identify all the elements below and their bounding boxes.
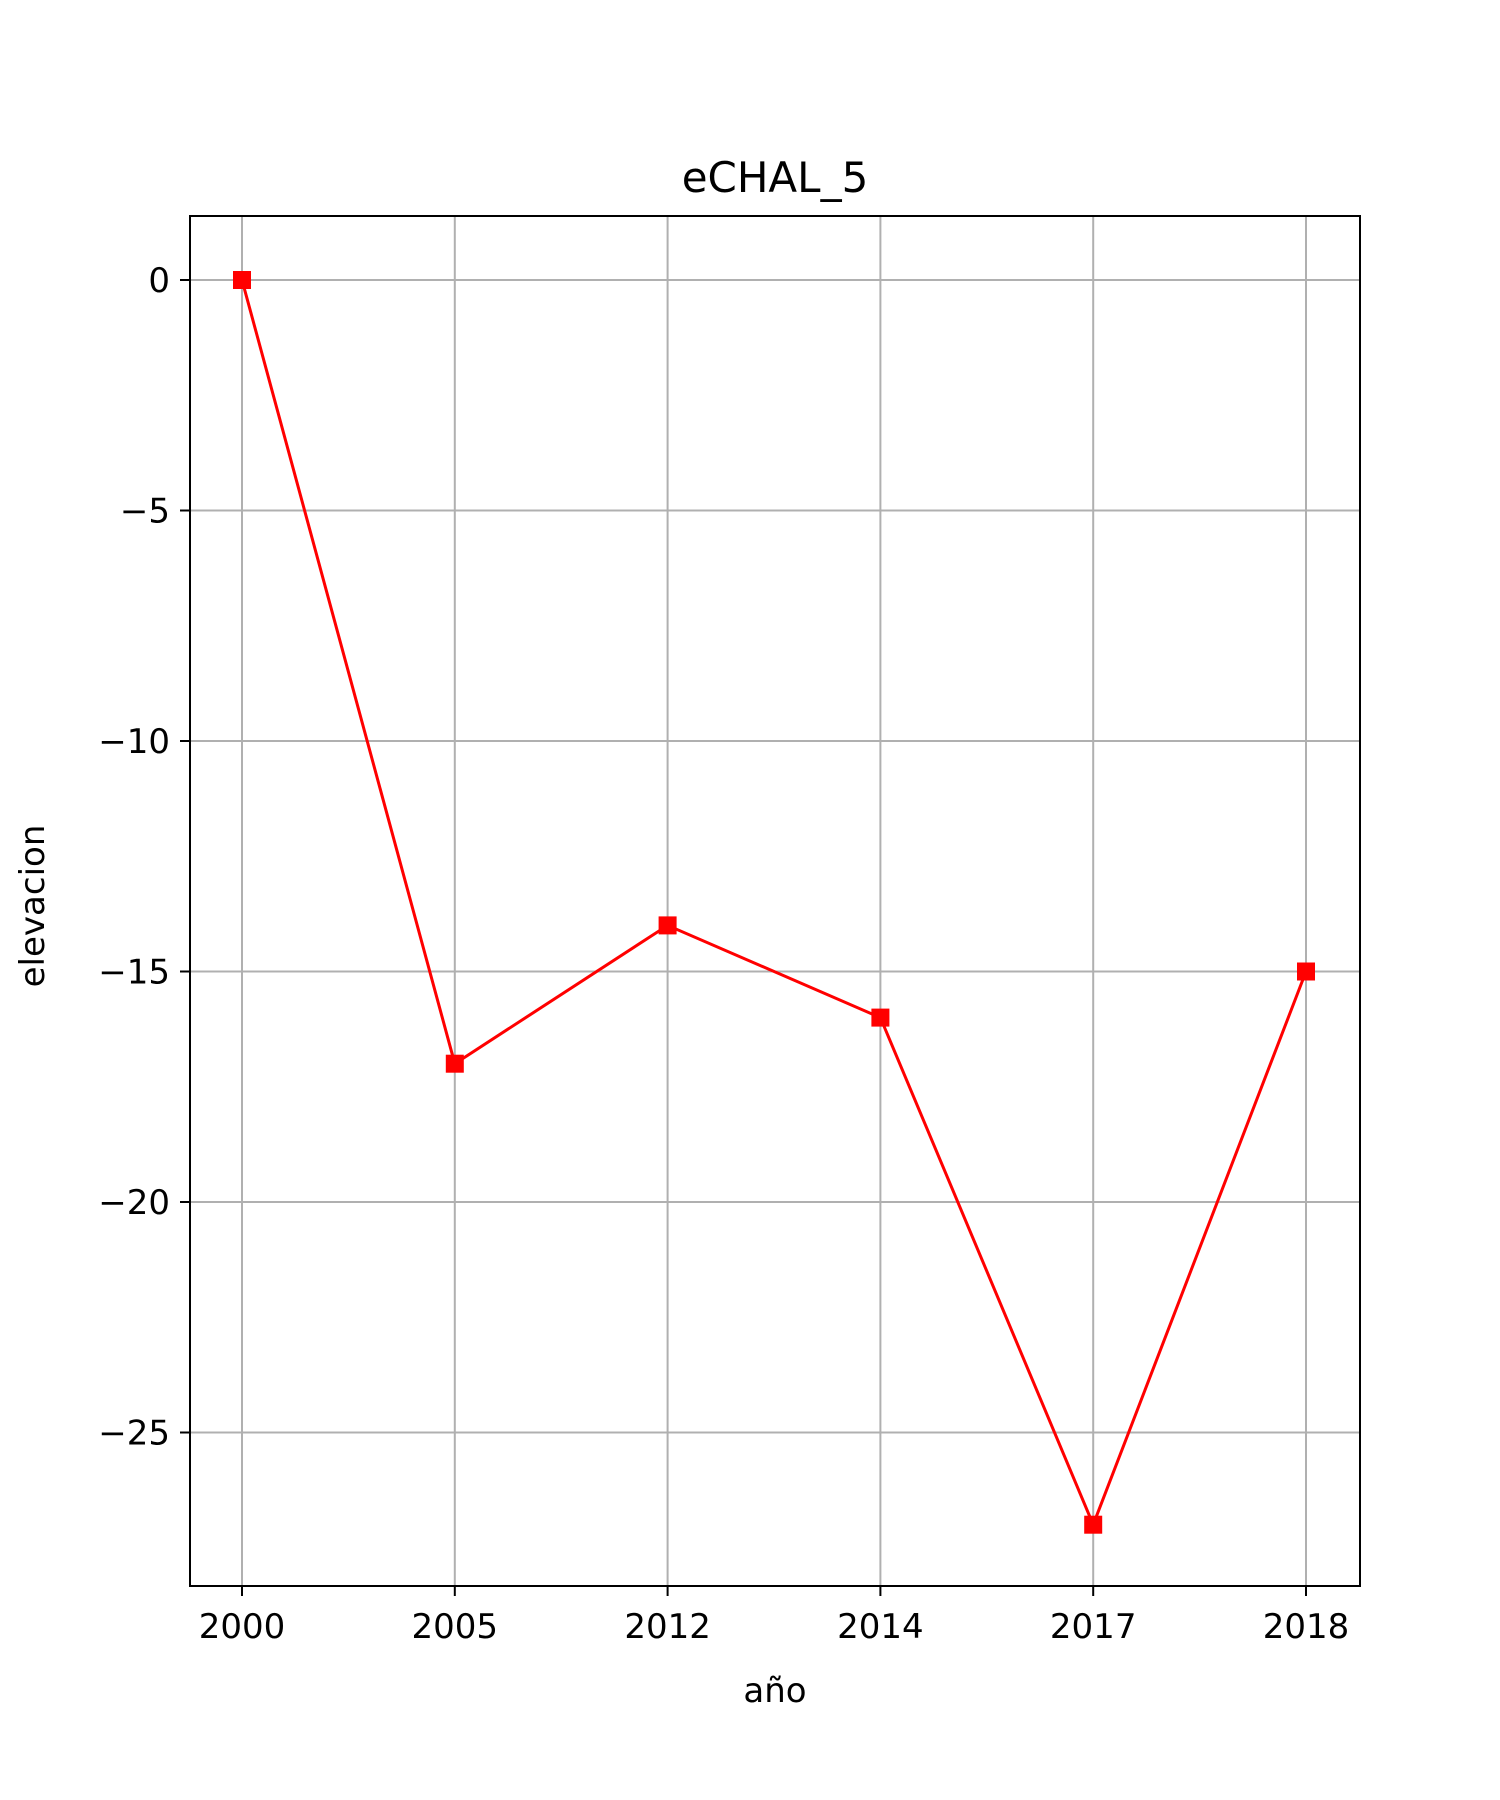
y-tick-label: −5 (120, 492, 170, 532)
y-tick-label: −15 (98, 953, 170, 993)
data-point-marker (871, 1008, 890, 1027)
axis-ticks: 2000 2005 2012 2014 2017 2018 0 −5 −10 −15 −20 −25 (98, 261, 1349, 1647)
y-tick-label: 0 (148, 261, 170, 301)
data-series (233, 271, 1315, 1534)
y-tick-label: −20 (98, 1183, 170, 1223)
x-axis-label: año (743, 1671, 806, 1711)
data-point-marker (1297, 962, 1315, 981)
y-tick-label: −10 (98, 722, 170, 762)
x-tick-label: 2005 (412, 1607, 499, 1647)
grid-lines (190, 216, 1360, 1586)
data-point-marker (1084, 1515, 1103, 1534)
x-tick-label: 2018 (1263, 1607, 1350, 1647)
data-point-marker (445, 1054, 464, 1073)
x-tick-label: 2012 (624, 1607, 711, 1647)
data-point-marker (658, 916, 677, 935)
plot-frame (189, 215, 1361, 1587)
x-tick-label: 2014 (837, 1607, 924, 1647)
series-line (240, 279, 1308, 1529)
y-axis-label: elevacion (13, 825, 53, 988)
x-tick-label: 2017 (1050, 1607, 1137, 1647)
x-tick-label: 2000 (199, 1607, 286, 1647)
data-point-marker (233, 271, 251, 289)
chart-title: eCHAL_5 (682, 153, 869, 202)
y-tick-label: −25 (98, 1414, 170, 1454)
